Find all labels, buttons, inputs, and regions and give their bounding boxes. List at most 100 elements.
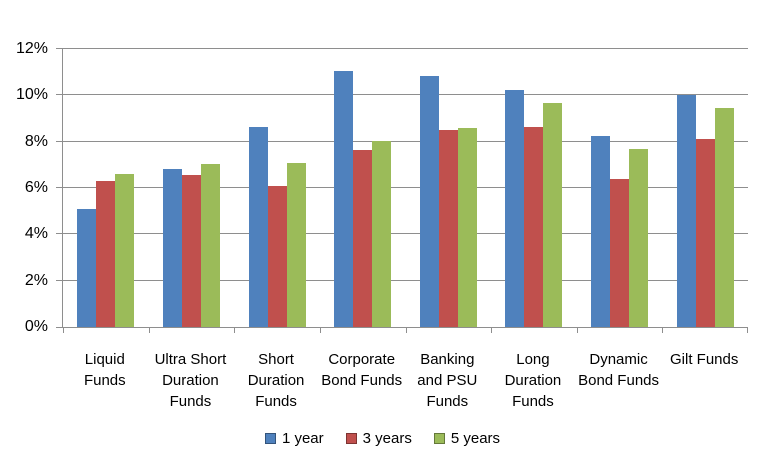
x-axis-category-label-line: Long xyxy=(516,351,550,368)
bar-group-1 xyxy=(149,49,235,327)
x-axis-tick xyxy=(576,328,578,333)
y-axis-tick-label: 8% xyxy=(24,132,48,150)
x-axis-category-label-line: and PSU xyxy=(417,372,478,389)
gridline-2 xyxy=(63,279,748,281)
bar-1-year-category-3 xyxy=(334,71,354,327)
x-axis-category-label-7: Gilt Funds xyxy=(661,349,747,412)
y-axis-tick xyxy=(56,140,63,142)
x-axis-category-label-4: Banking and PSU Funds xyxy=(405,349,491,412)
bar-3-years-category-2 xyxy=(267,185,287,327)
x-axis-labels: Liquid Funds Ultra Short Duration Funds Short… xyxy=(62,349,747,412)
y-axis-tick xyxy=(56,48,63,49)
y-axis-tick xyxy=(56,279,63,281)
x-axis-category-label-line: Funds xyxy=(426,393,469,410)
plot-area xyxy=(56,48,748,333)
bar-1-year-category-2 xyxy=(248,126,268,327)
gridline-12 xyxy=(63,48,748,49)
x-axis-category-label-2: Short Duration Funds xyxy=(233,349,319,412)
gridline-8 xyxy=(63,140,748,142)
bar-3-years-category-0 xyxy=(96,181,116,327)
x-axis-category-label-line: Liquid xyxy=(84,351,125,368)
bar-3-years-category-7 xyxy=(695,139,715,327)
bar-1-year-category-1 xyxy=(162,169,182,327)
x-axis-category-label-1: Ultra Short Duration Funds xyxy=(148,349,234,412)
gridline-4 xyxy=(63,233,748,235)
bar-group-2 xyxy=(234,49,320,327)
bar-group-4 xyxy=(406,49,492,327)
bar-group-0 xyxy=(63,49,149,327)
y-axis-tick-label: 12% xyxy=(15,40,48,57)
x-axis-category-label-5: Long Duration Funds xyxy=(490,349,576,412)
x-axis-category-label-line: Corporate xyxy=(328,351,396,368)
bar-3-years-category-1 xyxy=(181,175,201,327)
legend-label: 1 year xyxy=(281,430,324,447)
x-axis-category-label-line: Bond Funds xyxy=(321,372,403,389)
x-axis-category-label-3: Corporate Bond Funds xyxy=(319,349,405,412)
bar-5-years-category-2 xyxy=(286,162,306,327)
y-axis-tick xyxy=(56,94,63,96)
legend-label: 3 years xyxy=(362,430,412,447)
y-axis-tick xyxy=(56,187,63,188)
x-axis-category-label-line: Duration xyxy=(504,372,562,389)
bar-group-5 xyxy=(491,49,577,327)
bar-5-years-category-7 xyxy=(714,108,734,327)
legend: 1 year 3 years 5 years xyxy=(0,430,765,447)
bar-5-years-category-6 xyxy=(629,148,649,327)
legend-item-3-years: 3 years xyxy=(345,430,412,447)
x-axis-category-label-line: Funds xyxy=(83,372,126,389)
y-axis-tick-label: 2% xyxy=(24,271,48,289)
bar-1-year-category-5 xyxy=(505,89,525,327)
x-axis-category-label-line: Ultra Short xyxy=(154,351,227,368)
x-axis-category-label-line: Duration xyxy=(162,372,219,389)
bar-3-years-category-3 xyxy=(353,149,373,327)
x-axis-category-label-line: Funds xyxy=(512,393,554,410)
x-axis-category-label-line: Duration xyxy=(247,372,305,389)
legend-item-5-years: 5 years xyxy=(433,430,501,447)
bar-5-years-category-4 xyxy=(457,127,477,327)
x-axis-category-label-line: Banking xyxy=(420,351,475,368)
bar-groups xyxy=(63,49,748,327)
x-axis-tick xyxy=(63,328,64,333)
x-axis-tick xyxy=(747,328,748,333)
x-axis-category-label-line: Dynamic xyxy=(589,351,648,368)
legend-item-1-year: 1 year xyxy=(264,430,324,447)
legend-swatch-icon xyxy=(264,433,276,444)
x-axis-category-label-line: Funds xyxy=(169,393,212,410)
x-axis-category-label-line: Short xyxy=(258,351,294,368)
x-axis-category-label-6: Dynamic Bond Funds xyxy=(576,349,662,412)
bar-1-year-category-0 xyxy=(77,208,97,327)
legend-swatch-icon xyxy=(345,433,357,444)
x-axis-tick xyxy=(491,328,493,333)
x-axis-tick xyxy=(234,328,236,333)
bar-3-years-category-6 xyxy=(610,178,630,327)
x-axis-tick xyxy=(319,328,321,333)
x-axis-tick xyxy=(405,328,407,333)
bar-1-year-category-6 xyxy=(591,135,611,327)
y-axis-tick-label: 4% xyxy=(24,225,48,243)
y-axis-tick-label: 10% xyxy=(15,86,48,104)
x-axis-category-label-line: Funds xyxy=(255,393,297,410)
x-axis-category-label-line: Bond Funds xyxy=(578,372,659,389)
bar-5-years-category-5 xyxy=(543,103,563,327)
bar-3-years-category-4 xyxy=(438,130,458,327)
y-axis-tick-label: 6% xyxy=(24,179,48,196)
gridline-10 xyxy=(63,94,748,96)
y-axis-tick xyxy=(56,233,63,235)
bar-5-years-category-1 xyxy=(200,163,220,327)
x-axis-tick xyxy=(148,328,150,333)
legend-swatch-icon xyxy=(433,433,445,444)
bar-5-years-category-0 xyxy=(115,174,135,327)
bar-1-year-category-4 xyxy=(419,75,439,327)
bar-group-3 xyxy=(320,49,406,327)
x-axis-category-label-0: Liquid Funds xyxy=(62,349,148,412)
y-axis-tick-label: 0% xyxy=(24,318,48,335)
legend-label: 5 years xyxy=(450,430,501,447)
bar-3-years-category-5 xyxy=(524,126,544,327)
y-axis-tick xyxy=(56,327,63,328)
x-axis-category-label-line: Gilt Funds xyxy=(670,351,739,368)
bar-group-7 xyxy=(662,49,748,327)
bar-group-6 xyxy=(577,49,663,327)
gridline-6 xyxy=(63,187,748,188)
x-axis-tick xyxy=(662,328,664,333)
